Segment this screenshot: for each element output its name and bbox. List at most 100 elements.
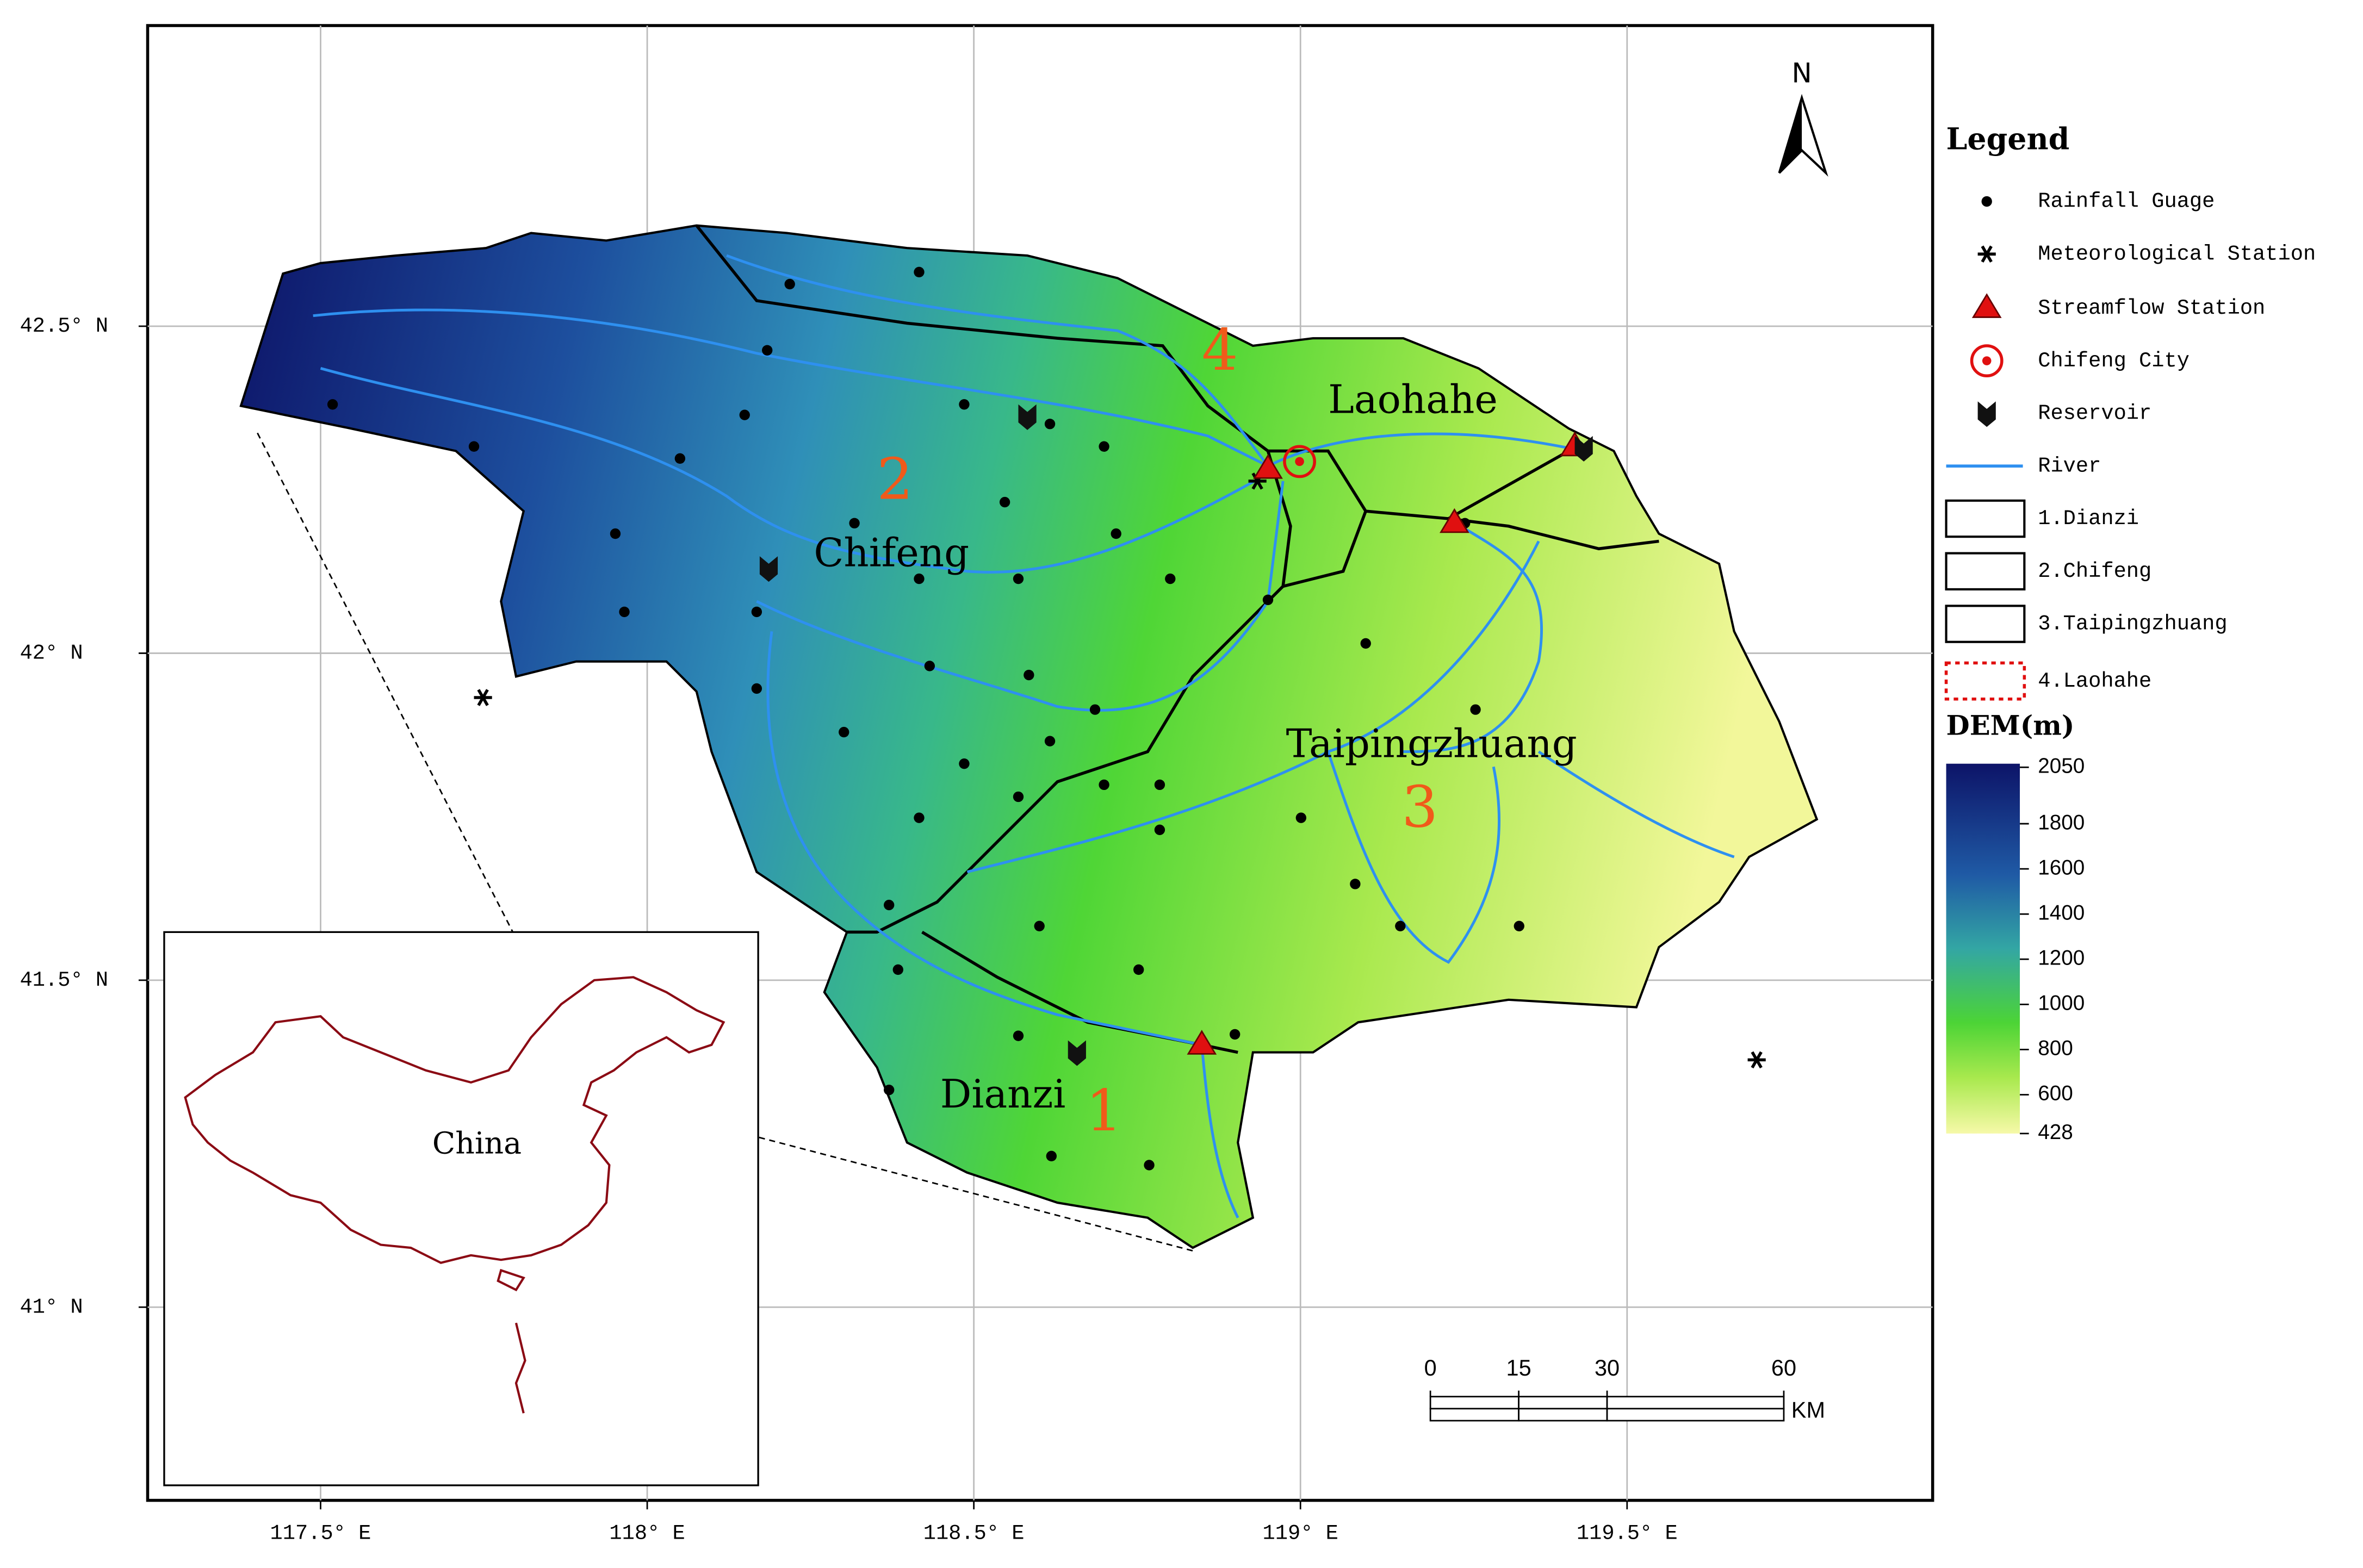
reservoir bbox=[1977, 401, 1996, 427]
rainfall-gauge bbox=[1111, 528, 1121, 539]
chifeng-city bbox=[1970, 344, 2004, 378]
rainfall-gauge bbox=[839, 726, 849, 738]
rainfall-gauge bbox=[610, 528, 621, 539]
legend-label: 2.Chifeng bbox=[2038, 559, 2151, 583]
lat-tick-label: 42° N bbox=[20, 642, 83, 665]
rainfall-gauge bbox=[619, 606, 630, 618]
rainfall-gauge bbox=[1133, 964, 1144, 975]
lon-tick-label: 117.5° E bbox=[270, 1522, 371, 1546]
lon-tick-label: 119.5° E bbox=[1577, 1522, 1678, 1546]
star-arm bbox=[477, 689, 489, 706]
rainfall-gauge bbox=[674, 453, 686, 464]
star-arm bbox=[1751, 1051, 1763, 1069]
scale-segment bbox=[1606, 1408, 1785, 1422]
lon-tick-label: 118° E bbox=[609, 1522, 685, 1546]
rainfall-gauge bbox=[1013, 1030, 1024, 1041]
rainfall-gauge bbox=[327, 399, 338, 410]
legend-basin bbox=[1945, 552, 2026, 590]
rainfall-gauge bbox=[1024, 669, 1034, 681]
lon-tick-label: 119° E bbox=[1263, 1522, 1338, 1546]
rainfall-gauge bbox=[884, 1085, 895, 1096]
streamflow-station bbox=[1440, 508, 1469, 533]
scale-segment bbox=[1429, 1408, 1519, 1422]
rainfall-gauge bbox=[884, 899, 895, 911]
rainfall-gauge bbox=[739, 409, 750, 420]
meteorological-station bbox=[474, 689, 492, 706]
rainfall-gauge bbox=[1144, 1160, 1155, 1171]
rainfall-gauge bbox=[1034, 920, 1045, 931]
dem-title: DEM(m) bbox=[1946, 709, 2075, 741]
legend-basin bbox=[1945, 605, 2026, 643]
rainfall-gauge bbox=[1395, 920, 1406, 931]
legend-label: Streamflow Station bbox=[2038, 296, 2265, 320]
scale-segment bbox=[1606, 1396, 1785, 1410]
rainfall-gauge bbox=[784, 278, 795, 290]
streamflow-station bbox=[1971, 293, 2002, 318]
rainfall-gauge bbox=[959, 399, 970, 410]
rainfall-gauge bbox=[1099, 441, 1109, 452]
dem-tick-label: 1000 bbox=[2038, 992, 2085, 1015]
rainfall-gauge bbox=[1360, 638, 1371, 649]
rainfall-gauge bbox=[1229, 1029, 1241, 1040]
meteorological-station bbox=[1747, 1051, 1766, 1069]
lat-tick-label: 41° N bbox=[20, 1295, 83, 1319]
inset-frame bbox=[163, 931, 759, 1486]
legend-label: Reservoir bbox=[2038, 402, 2151, 426]
rainfall-gauge bbox=[1165, 573, 1176, 584]
scale-label: 60 bbox=[1771, 1355, 1796, 1380]
dem-tick-label: 2050 bbox=[2038, 754, 2085, 777]
lon-tick-label: 118.5° E bbox=[923, 1522, 1025, 1546]
star-arm bbox=[1981, 245, 1993, 263]
rainfall-gauge bbox=[849, 518, 860, 528]
legend-basin bbox=[1945, 499, 2026, 538]
rainfall-gauge bbox=[892, 964, 903, 975]
rainfall-gauge bbox=[1154, 779, 1165, 791]
legend-rainfall bbox=[1981, 196, 1992, 207]
rainfall-gauge bbox=[959, 758, 970, 769]
rainfall-gauge bbox=[1154, 824, 1165, 836]
rainfall-gauge bbox=[914, 266, 925, 278]
scale-segment bbox=[1518, 1408, 1608, 1422]
lat-tick-label: 41.5° N bbox=[20, 968, 108, 992]
rainfall-gauge bbox=[924, 661, 935, 671]
legend-label: Rainfall Guage bbox=[2038, 190, 2215, 214]
scale-label: 30 bbox=[1595, 1355, 1620, 1380]
rainfall-gauge bbox=[1089, 704, 1101, 715]
basin bbox=[239, 224, 1819, 1249]
dem-tick-label: 1200 bbox=[2038, 946, 2085, 969]
dem-tick-label: 428 bbox=[2038, 1121, 2073, 1144]
dem-tick-label: 800 bbox=[2038, 1037, 2073, 1060]
basin-label: Taipingzhuang bbox=[1286, 721, 1577, 767]
dem-colorbar bbox=[1946, 763, 2020, 1134]
basin-number: 1 bbox=[1086, 1077, 1122, 1144]
inset-label: China bbox=[432, 1127, 522, 1161]
basin-label: Chifeng bbox=[814, 530, 969, 576]
legend-label: 3.Taipingzhuang bbox=[2038, 612, 2227, 636]
streamflow-station bbox=[1187, 1030, 1217, 1055]
rainfall-gauge bbox=[468, 441, 480, 452]
chifeng-city-dot bbox=[1982, 356, 1992, 365]
meteorological-station bbox=[1977, 245, 1996, 263]
rainfall-gauge bbox=[1013, 573, 1024, 584]
rainfall-gauge bbox=[1099, 779, 1109, 791]
basin-label: Laohahe bbox=[1328, 377, 1498, 422]
rainfall-gauge bbox=[751, 683, 762, 694]
dem-tick-label: 1600 bbox=[2038, 856, 2085, 879]
rainfall-gauge bbox=[1046, 1150, 1057, 1162]
rainfall-gauge bbox=[1514, 920, 1524, 931]
rainfall-gauge bbox=[914, 573, 925, 584]
legend-label: 1.Dianzi bbox=[2038, 507, 2139, 531]
legend-label: Meteorological Station bbox=[2038, 242, 2316, 266]
basin-number: 2 bbox=[877, 446, 913, 513]
rainfall-gauge bbox=[1295, 812, 1307, 823]
north-label: N bbox=[1791, 58, 1812, 89]
basin-number: 3 bbox=[1401, 773, 1438, 840]
legend-label: 4.Laohahe bbox=[2038, 669, 2151, 693]
lat-tick-label: 42.5° N bbox=[20, 314, 108, 338]
reservoir bbox=[1018, 404, 1037, 430]
chifeng-city-dot bbox=[1295, 457, 1304, 466]
scale-unit: KM bbox=[1791, 1397, 1825, 1422]
rainfall-gauge bbox=[1470, 704, 1481, 715]
